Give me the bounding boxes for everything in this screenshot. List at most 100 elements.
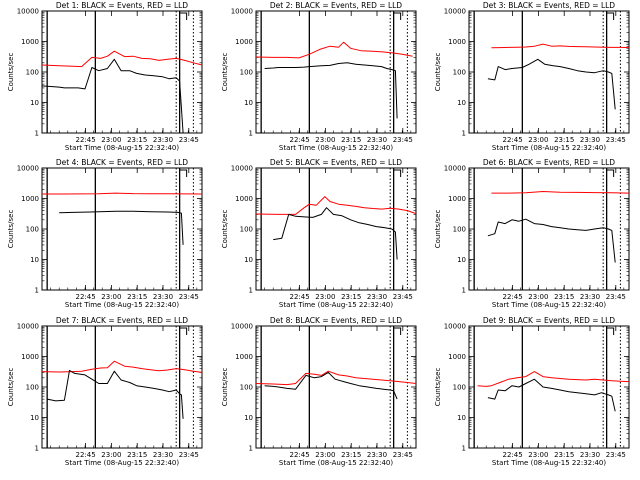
chart-panel-6: 1 10 100 1000 10000 22:45 23:00 23:15 23:30 23:45…	[434, 158, 630, 309]
chart-title: Det 4: BLACK = Events, RED = LLD	[56, 158, 188, 167]
y-axis-label: Counts/sec	[221, 210, 229, 249]
bracket-marker	[179, 169, 188, 177]
y-tick-label: 1000	[21, 353, 39, 361]
y-tick-label: 10	[244, 414, 253, 422]
y-tick-label: 1000	[448, 195, 466, 203]
chart-title: Det 8: BLACK = Events, RED = LLD	[270, 316, 402, 325]
bracket-marker	[606, 169, 615, 177]
x-tick-label: 22:45	[289, 293, 309, 301]
y-axis-label: Counts/sec	[221, 368, 229, 407]
x-tick-label: 23:45	[606, 136, 626, 144]
plot-frame	[468, 10, 630, 134]
x-tick-label: 23:30	[153, 293, 173, 301]
x-tick-label: 23:15	[127, 293, 147, 301]
series-line-black-events	[273, 207, 398, 260]
y-tick-label: 100	[26, 226, 39, 234]
y-tick-label: 100	[26, 69, 39, 77]
y-tick-label: 10000	[444, 165, 466, 173]
y-tick-label: 1	[249, 445, 253, 453]
x-tick-label: 23:30	[580, 136, 600, 144]
y-tick-label: 10000	[17, 8, 39, 16]
y-axis-label: Counts/sec	[7, 53, 15, 92]
y-tick-label: 1000	[21, 195, 39, 203]
chart-panel-2: 1 10 100 1000 10000 22:45 23:00 23:15 23:30 23:45…	[221, 1, 417, 152]
series-line-red-lld	[491, 191, 630, 194]
x-axis-label: Start Time (08-Aug-15 22:32:40)	[279, 459, 393, 467]
x-tick-label: 22:45	[75, 451, 95, 459]
y-tick-label: 10000	[231, 8, 253, 16]
y-tick-label: 10000	[444, 8, 466, 16]
x-tick-label: 23:30	[580, 451, 600, 459]
x-tick-label: 23:15	[341, 136, 361, 144]
y-tick-label: 10	[30, 99, 39, 107]
y-tick-label: 10	[457, 414, 466, 422]
x-tick-label: 22:45	[75, 293, 95, 301]
chart-title: Det 5: BLACK = Events, RED = LLD	[270, 158, 402, 167]
plot-frame	[41, 325, 203, 449]
x-tick-label: 23:30	[367, 451, 387, 459]
y-tick-label: 10	[30, 256, 39, 264]
y-tick-label: 10000	[231, 165, 253, 173]
x-axis-label: Start Time (08-Aug-15 22:32:40)	[492, 459, 606, 467]
x-tick-label: 23:45	[393, 293, 413, 301]
plot-frame	[255, 10, 417, 134]
y-tick-label: 100	[26, 384, 39, 392]
bracket-marker	[179, 327, 188, 335]
series-line-black-events	[264, 62, 398, 119]
x-tick-label: 23:45	[393, 136, 413, 144]
y-tick-label: 100	[240, 384, 253, 392]
x-tick-label: 23:45	[393, 451, 413, 459]
y-tick-label: 100	[453, 226, 466, 234]
series-line-red-lld	[491, 43, 630, 49]
y-axis-label: Counts/sec	[434, 368, 442, 407]
y-tick-label: 10000	[231, 323, 253, 331]
y-tick-label: 1000	[448, 38, 466, 46]
chart-panel-3: 1 10 100 1000 10000 22:45 23:00 23:15 23:30 23:45…	[434, 1, 630, 152]
y-tick-label: 1000	[448, 353, 466, 361]
y-tick-label: 10000	[17, 165, 39, 173]
y-axis-label: Counts/sec	[7, 210, 15, 249]
x-tick-label: 22:45	[289, 136, 309, 144]
series-line-red-lld	[255, 41, 413, 59]
x-tick-label: 23:00	[315, 136, 335, 144]
chart-panel-1: 1 10 100 1000 10000 22:45 23:00 23:15 23:30 23:45…	[7, 1, 203, 152]
y-tick-label: 100	[240, 69, 253, 77]
x-tick-label: 23:00	[528, 451, 548, 459]
y-tick-label: 1000	[235, 353, 253, 361]
y-axis-label: Counts/sec	[434, 53, 442, 92]
x-tick-label: 23:30	[580, 293, 600, 301]
series-line-red-lld	[255, 196, 417, 215]
chart-title: Det 1: BLACK = Events, RED = LLD	[56, 1, 188, 10]
y-tick-label: 1	[35, 287, 39, 295]
x-axis-label: Start Time (08-Aug-15 22:32:40)	[279, 144, 393, 152]
chart-panel-5: 1 10 100 1000 10000 22:45 23:00 23:15 23:30 23:45…	[221, 158, 417, 309]
series-line-black-events	[264, 371, 398, 400]
x-tick-label: 23:15	[127, 451, 147, 459]
y-axis-label: Counts/sec	[7, 368, 15, 407]
plot-frame	[468, 167, 630, 291]
series-line-black-events	[487, 58, 616, 110]
plot-frame	[41, 10, 203, 134]
series-line-red-lld	[41, 360, 203, 373]
y-tick-label: 1	[249, 287, 253, 295]
x-tick-label: 23:15	[554, 293, 574, 301]
y-tick-label: 10	[244, 256, 253, 264]
bracket-marker	[393, 12, 402, 20]
y-tick-label: 1	[249, 130, 253, 138]
x-tick-label: 23:00	[101, 293, 121, 301]
chart-title: Det 2: BLACK = Events, RED = LLD	[270, 1, 402, 10]
y-tick-label: 10	[30, 414, 39, 422]
y-tick-label: 1	[462, 287, 466, 295]
series-line-red-lld	[42, 192, 203, 195]
x-axis-label: Start Time (08-Aug-15 22:32:40)	[492, 144, 606, 152]
series-line-black-events	[59, 210, 184, 245]
x-tick-label: 23:30	[367, 293, 387, 301]
y-tick-label: 1	[35, 130, 39, 138]
x-tick-label: 23:30	[153, 136, 173, 144]
series-line-black-events	[487, 378, 616, 412]
y-tick-label: 10	[457, 99, 466, 107]
y-tick-label: 1	[462, 130, 466, 138]
y-tick-label: 10000	[444, 323, 466, 331]
x-axis-label: Start Time (08-Aug-15 22:32:40)	[65, 144, 179, 152]
